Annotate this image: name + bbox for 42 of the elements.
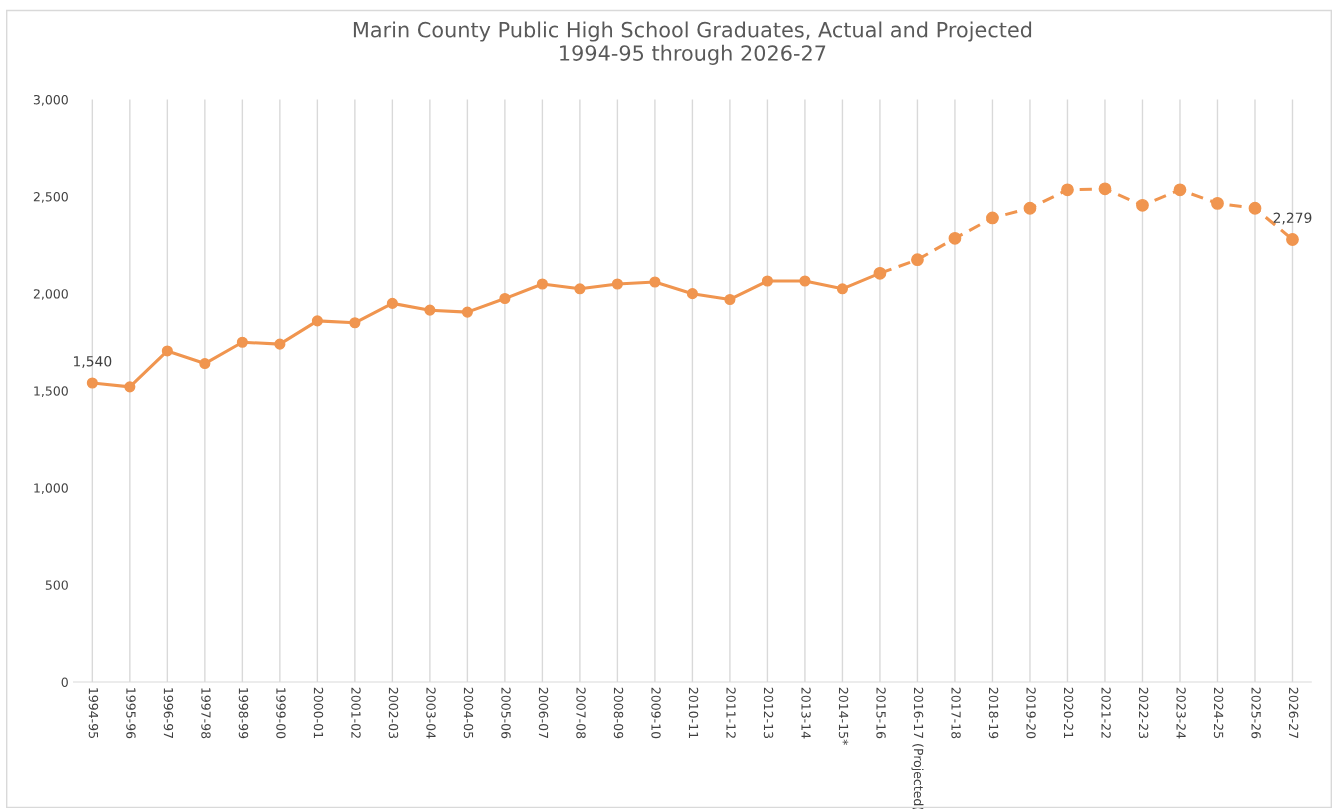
y-tick-label: 3,000 [33, 94, 68, 106]
x-tick-label: 1998-99 [238, 688, 249, 739]
data-label: 2,279 [1273, 212, 1312, 225]
x-tick-label: 2003-04 [426, 687, 436, 739]
x-tick-label: 2026-27 [1288, 687, 1299, 739]
x-tick-label: 2017-18 [951, 687, 961, 739]
y-tick-label: 2,500 [33, 192, 68, 203]
y-tick-label: 1,000 [34, 483, 68, 495]
y-tick-label: 2,000 [33, 289, 68, 300]
x-tick-label: 2025-26 [1251, 687, 1261, 739]
x-tick-label: 2009-10 [651, 687, 661, 739]
x-tick-label: 2007-08 [576, 687, 586, 739]
x-tick-label: 2011-12 [726, 687, 736, 738]
x-tick-label: 2005-06 [501, 687, 511, 739]
x-tick-label: 2001-02 [351, 687, 361, 738]
x-tick-label: 2024-25 [1213, 687, 1224, 738]
y-tick-label: 1,500 [34, 386, 68, 397]
x-tick-label: 2000-01 [313, 687, 324, 738]
x-tick-label: 2019-20 [1026, 687, 1036, 739]
x-tick-label: 2015-16 [876, 687, 886, 739]
y-tick-label: 0 [61, 677, 68, 687]
x-tick-label: 1999-00 [276, 688, 286, 739]
x-tick-label: 1997-98 [201, 688, 211, 739]
x-tick-label: 2008-09 [613, 687, 624, 739]
x-tick-label: 2013-14 [801, 687, 811, 739]
chart-title: Marin County Public High School Graduates, Actual and Projected 1994-95 through 2026-27 [353, 21, 1032, 65]
x-tick-label: 2020-21 [1063, 687, 1074, 738]
data-label: 1,540 [73, 356, 112, 368]
x-tick-label: 2004-05 [463, 687, 474, 738]
x-tick-label: 2014-15* [838, 687, 849, 745]
x-tick-label: 2010-11 [688, 687, 699, 738]
x-tick-label: 2012-13 [763, 687, 774, 739]
x-tick-label: 2006-07 [538, 687, 549, 739]
x-tick-label: 1996-97 [163, 688, 174, 739]
x-tick-label: 2023-24 [1176, 687, 1186, 739]
y-tick-label: 500 [45, 580, 68, 590]
x-tick-label: 2002-03 [388, 687, 399, 739]
x-tick-label: 2021-22 [1101, 687, 1111, 738]
x-tick-label: 1994-95 [88, 688, 99, 738]
x-tick-label: 1995-96 [126, 688, 136, 739]
x-tick-label: 2018-19 [988, 687, 999, 739]
x-tick-label: 2022-23 [1138, 687, 1149, 739]
